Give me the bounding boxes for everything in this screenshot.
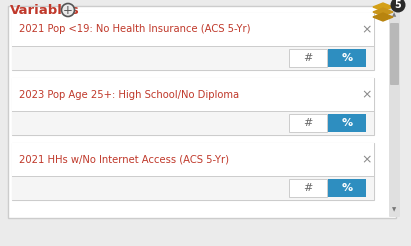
Circle shape: [62, 3, 74, 16]
Text: ×: ×: [362, 153, 372, 166]
Text: ▲: ▲: [393, 13, 397, 17]
Text: %: %: [342, 183, 353, 193]
Bar: [328, 49, 366, 67]
Bar: [328, 114, 366, 132]
Text: #: #: [303, 183, 313, 193]
Text: +: +: [63, 3, 73, 16]
Bar: [12, 78, 374, 111]
Text: Variables: Variables: [10, 3, 80, 16]
Bar: [289, 114, 327, 132]
Text: ▼: ▼: [393, 207, 397, 213]
Text: #: #: [303, 53, 313, 63]
Text: ×: ×: [362, 88, 372, 101]
Bar: [12, 143, 374, 200]
Text: 2021 Pop <19: No Health Insurance (ACS 5-Yr): 2021 Pop <19: No Health Insurance (ACS 5…: [19, 25, 250, 34]
Bar: [289, 49, 327, 67]
Bar: [12, 13, 374, 70]
Bar: [12, 46, 374, 70]
Bar: [12, 143, 374, 176]
Bar: [12, 13, 374, 46]
Text: %: %: [342, 118, 353, 128]
FancyBboxPatch shape: [390, 23, 399, 85]
FancyBboxPatch shape: [389, 8, 400, 217]
Text: 2023 Pop Age 25+: High School/No Diploma: 2023 Pop Age 25+: High School/No Diploma: [19, 90, 239, 99]
Bar: [12, 176, 374, 200]
Text: 5: 5: [395, 0, 402, 10]
Text: 2021 HHs w/No Internet Access (ACS 5-Yr): 2021 HHs w/No Internet Access (ACS 5-Yr): [19, 154, 229, 165]
Bar: [328, 179, 366, 197]
FancyBboxPatch shape: [8, 6, 396, 218]
Bar: [289, 179, 327, 197]
Text: #: #: [303, 118, 313, 128]
Polygon shape: [373, 3, 393, 11]
Text: %: %: [342, 53, 353, 63]
Bar: [12, 78, 374, 135]
Circle shape: [390, 0, 406, 13]
Text: ×: ×: [362, 23, 372, 36]
Polygon shape: [373, 8, 393, 16]
Polygon shape: [373, 13, 393, 21]
Bar: [12, 111, 374, 135]
